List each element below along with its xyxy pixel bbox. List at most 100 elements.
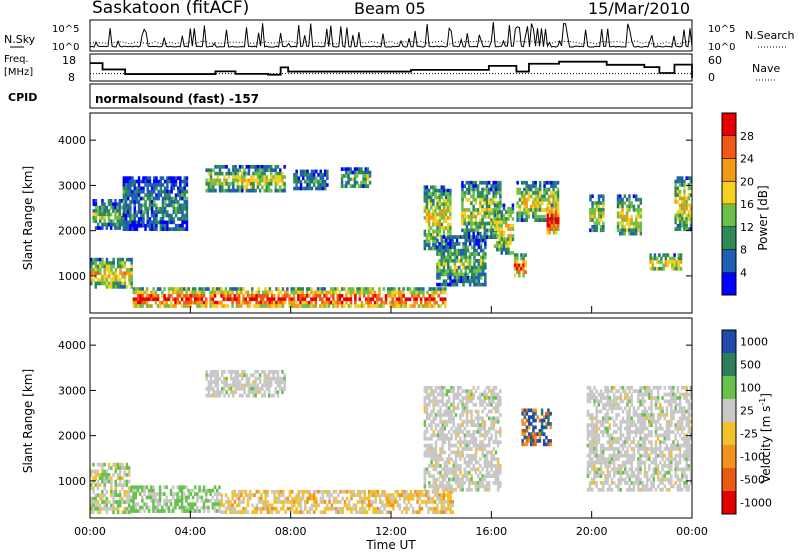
velocity-echo-cell bbox=[448, 470, 451, 475]
velocity-echo-cell bbox=[119, 500, 122, 504]
power-echo-cell bbox=[683, 223, 686, 228]
velocity-echo-cell bbox=[134, 509, 137, 513]
power-echo-cell bbox=[226, 304, 230, 308]
power-echo-cell bbox=[178, 300, 182, 305]
power-echo-cell bbox=[231, 290, 234, 295]
power-echo-cell bbox=[435, 300, 438, 305]
velocity-echo-cell bbox=[103, 507, 106, 511]
power-echo-cell bbox=[340, 174, 344, 178]
velocity-echo-cell bbox=[216, 488, 219, 493]
velocity-echo-cell bbox=[389, 503, 393, 508]
power-echo-cell bbox=[216, 290, 219, 295]
velocity-echo-cell bbox=[341, 496, 344, 501]
velocity-echo-cell bbox=[158, 509, 162, 513]
velocity-echo-cell bbox=[241, 393, 244, 398]
power-echo-cell bbox=[94, 261, 97, 265]
velocity-echo-cell bbox=[530, 439, 533, 443]
power-echo-cell bbox=[295, 186, 298, 191]
power-echo-cell bbox=[683, 186, 686, 191]
velocity-echo-cell bbox=[221, 370, 224, 374]
power-echo-cell bbox=[137, 200, 141, 204]
power-colorbar-step bbox=[722, 191, 736, 193]
power-echo-cell bbox=[299, 290, 302, 295]
power-echo-cell bbox=[502, 217, 506, 221]
velocity-echo-cell bbox=[538, 439, 542, 443]
power-echo-cell bbox=[356, 290, 359, 295]
power-echo-cell bbox=[185, 297, 188, 302]
velocity-echo-cell bbox=[483, 443, 487, 448]
velocity-echo-cell bbox=[441, 385, 444, 390]
velocity-echo-cell bbox=[229, 506, 232, 511]
power-echo-cell bbox=[556, 180, 560, 185]
power-echo-cell bbox=[382, 300, 386, 305]
velocity-echo-cell bbox=[125, 507, 129, 511]
power-echo-cell bbox=[679, 253, 683, 257]
velocity-echo-cell bbox=[180, 485, 184, 490]
velocity-echo-cell bbox=[299, 496, 303, 501]
power-echo-cell bbox=[90, 271, 93, 276]
velocity-echo-cell bbox=[479, 426, 482, 431]
velocity-echo-cell bbox=[119, 483, 122, 487]
velocity-echo-cell bbox=[202, 485, 206, 490]
power-echo-cell bbox=[444, 272, 448, 277]
power-echo-cell bbox=[380, 304, 383, 308]
power-echo-cell bbox=[470, 214, 473, 219]
power-echo-cell bbox=[589, 214, 592, 219]
power-echo-cell bbox=[479, 269, 483, 273]
velocity-echo-cell bbox=[103, 500, 106, 504]
velocity-echo-cell bbox=[213, 509, 217, 513]
power-echo-cell bbox=[191, 300, 195, 305]
power-echo-cell bbox=[114, 281, 118, 286]
velocity-echo-cell bbox=[339, 489, 342, 494]
power-echo-cell bbox=[449, 212, 452, 217]
velocity-echo-cell bbox=[428, 413, 431, 417]
power-colorbar-step bbox=[722, 155, 736, 157]
power-echo-cell bbox=[674, 213, 677, 218]
velocity-echo-cell bbox=[152, 488, 155, 493]
velocity-echo-cell bbox=[123, 507, 126, 511]
velocity-echo-cell bbox=[270, 380, 273, 384]
power-colorbar-step bbox=[722, 243, 736, 245]
power-echo-cell bbox=[476, 221, 480, 226]
power-echo-cell bbox=[340, 287, 344, 291]
velocity-echo-cell bbox=[427, 496, 430, 501]
power-echo-cell bbox=[625, 208, 629, 212]
power-colorbar-step bbox=[722, 142, 736, 144]
power-echo-cell bbox=[223, 175, 226, 179]
velocity-echo-cell bbox=[383, 493, 386, 497]
velocity-echo-cell bbox=[454, 487, 458, 492]
power-echo-cell bbox=[108, 285, 111, 289]
velocity-echo-cell bbox=[461, 487, 464, 492]
power-echo-cell bbox=[246, 294, 250, 298]
power-echo-cell bbox=[146, 179, 149, 184]
velocity-echo-cell bbox=[534, 432, 537, 436]
power-echo-cell bbox=[400, 297, 403, 302]
velocity-echo-cell bbox=[483, 426, 487, 431]
velocity-echo-cell bbox=[492, 392, 495, 397]
power-echo-cell bbox=[169, 294, 173, 298]
velocity-echo-cell bbox=[378, 510, 382, 514]
velocity-echo-cell bbox=[119, 473, 122, 477]
velocity-echo-cell bbox=[105, 496, 109, 501]
velocity-echo-cell bbox=[180, 502, 184, 507]
power-echo-cell bbox=[183, 294, 186, 298]
power-echo-cell bbox=[174, 206, 178, 211]
power-echo-cell bbox=[316, 290, 320, 295]
velocity-echo-cell bbox=[454, 436, 458, 441]
velocity-echo-cell bbox=[494, 464, 498, 468]
power-echo-cell bbox=[336, 287, 340, 291]
power-echo-cell bbox=[265, 185, 269, 190]
power-echo-cell bbox=[124, 210, 128, 214]
power-echo-cell bbox=[432, 202, 435, 207]
power-echo-cell bbox=[242, 287, 245, 291]
power-echo-cell bbox=[473, 276, 476, 280]
velocity-echo-cell bbox=[112, 496, 115, 501]
velocity-echo-cell bbox=[423, 433, 427, 438]
power-echo-cell bbox=[245, 178, 248, 183]
velocity-echo-cell bbox=[492, 416, 495, 421]
velocity-echo-cell bbox=[132, 492, 135, 496]
power-echo-cell bbox=[227, 171, 231, 176]
power-echo-cell bbox=[99, 281, 102, 286]
velocity-echo-cell bbox=[376, 506, 380, 511]
power-echo-cell bbox=[155, 206, 158, 211]
